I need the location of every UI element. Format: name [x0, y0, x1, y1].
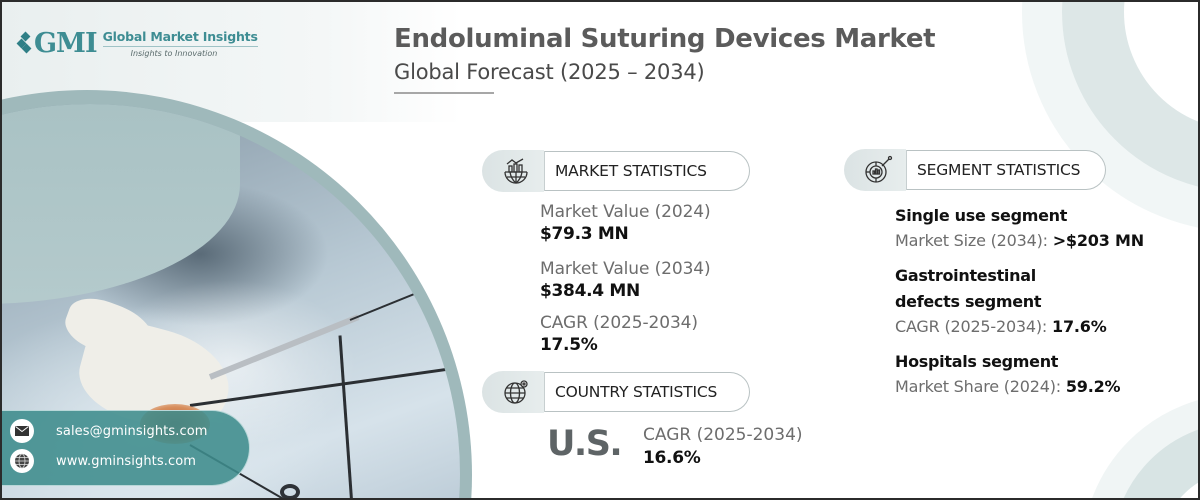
segment-metric-value: 17.6% [1052, 317, 1107, 336]
globe-pin-icon [482, 371, 544, 413]
segment-stat-single-use: Single use segment Market Size (2034): >… [895, 203, 1195, 253]
stat-value: $384.4 MN [540, 281, 640, 301]
market-statistics-header: MARKET STATISTICS [482, 150, 750, 192]
segment-metric-line: Market Share (2024): 59.2% [895, 375, 1195, 399]
instrument-vertical [338, 335, 359, 498]
segment-metric-label: CAGR (2025-2034): [895, 317, 1053, 336]
page-title: Endoluminal Suturing Devices Market [394, 24, 936, 54]
instrument-scope-tip [349, 262, 460, 321]
title-divider [394, 92, 494, 94]
segment-metric-value: >$203 MN [1052, 231, 1144, 250]
globe-icon [10, 449, 34, 473]
segment-metric-line: CAGR (2025-2034): 17.6% [895, 315, 1195, 339]
stat-label: CAGR (2025-2034) [540, 313, 698, 333]
photo-top-overlay [2, 104, 240, 304]
brand-tagline: Insights to Innovation [130, 49, 218, 58]
country-cagr-label: CAGR (2025-2034) [643, 425, 803, 445]
stat-value: $79.3 MN [540, 224, 629, 244]
stat-label: Market Value (2024) [540, 202, 711, 222]
market-statistics-heading: MARKET STATISTICS [544, 151, 750, 191]
segment-title: Single use segment [895, 206, 1068, 225]
country-cagr-value: 16.6% [643, 448, 701, 468]
segment-metric-label: Market Share (2024): [895, 377, 1066, 396]
target-chart-icon [844, 149, 906, 191]
segment-title: Gastrointestinal defects segment [895, 266, 1042, 311]
stat-value: 17.5% [540, 335, 598, 355]
segment-title: Hospitals segment [895, 352, 1059, 371]
segment-metric-label: Market Size (2034): [895, 231, 1053, 250]
segment-stat-gastrointestinal: Gastrointestinal defects segment CAGR (2… [895, 263, 1195, 339]
logo-gmi-text: GMI [34, 28, 98, 59]
country-statistics-heading: COUNTRY STATISTICS [544, 372, 750, 412]
contact-email[interactable]: sales@gminsights.com [56, 423, 208, 439]
logo-mark: GMI [16, 28, 98, 59]
segment-statistics-header: SEGMENT STATISTICS [844, 149, 1106, 191]
logo-wordmark: Global Market Insights Insights to Innov… [102, 29, 258, 58]
page-subtitle: Global Forecast (2025 – 2034) [394, 60, 705, 84]
segment-metric-value: 59.2% [1065, 377, 1121, 396]
logo-diamonds-icon [16, 31, 32, 55]
contact-panel: sales@gminsights.com www.gminsights.com [2, 410, 250, 486]
segment-statistics-heading: SEGMENT STATISTICS [906, 150, 1106, 190]
market-stat-2034: Market Value (2034) $384.4 MN [540, 259, 711, 301]
email-icon [10, 419, 34, 443]
market-stat-cagr: CAGR (2025-2034) 17.5% [540, 313, 698, 355]
contact-email-row[interactable]: sales@gminsights.com [10, 419, 208, 443]
stat-label: Market Value (2034) [540, 259, 711, 279]
contact-website-row[interactable]: www.gminsights.com [10, 449, 196, 473]
globe-chart-icon [482, 150, 544, 192]
instrument-scope [208, 314, 360, 380]
country-code: U.S. [547, 424, 623, 464]
contact-website[interactable]: www.gminsights.com [56, 453, 197, 469]
country-statistics-header: COUNTRY STATISTICS [482, 371, 750, 413]
gmi-logo[interactable]: GMI Global Market Insights Insights to I… [16, 28, 258, 59]
market-stat-2024: Market Value (2024) $79.3 MN [540, 202, 711, 244]
segment-stat-hospitals: Hospitals segment Market Share (2024): 5… [895, 349, 1195, 399]
forceps-ring-1 [280, 484, 300, 498]
brand-name: Global Market Insights [102, 29, 258, 47]
segment-metric-line: Market Size (2034): >$203 MN [895, 229, 1195, 253]
